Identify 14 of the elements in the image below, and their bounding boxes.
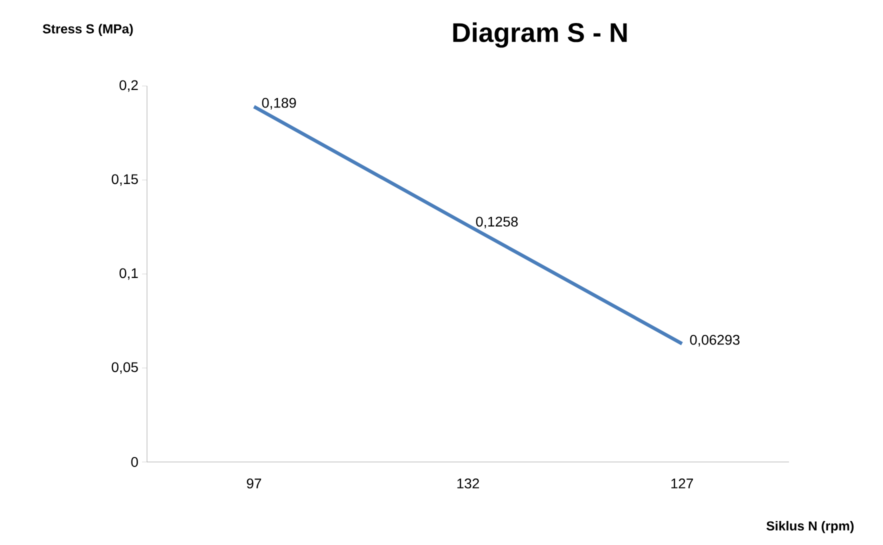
y-axis-title: Stress S (MPa)	[42, 24, 133, 36]
data-label: 0,189	[262, 98, 296, 110]
y-tick-label: 0	[131, 457, 138, 467]
x-tick-label: 132	[457, 478, 479, 488]
x-tick-label: 97	[246, 478, 262, 488]
x-axis-title: Siklus N (rpm)	[766, 520, 854, 534]
x-tick-label: 127	[671, 478, 693, 488]
y-tick-label: 0,15	[112, 174, 138, 186]
chart-title: Diagram S - N	[453, 22, 627, 48]
data-label: 0,1258	[476, 216, 518, 228]
y-tick-label: 0,2	[120, 80, 138, 92]
y-tick-label: 0,05	[112, 362, 138, 374]
y-tick-label: 0,1	[120, 268, 138, 280]
data-label: 0,06293	[690, 334, 740, 346]
